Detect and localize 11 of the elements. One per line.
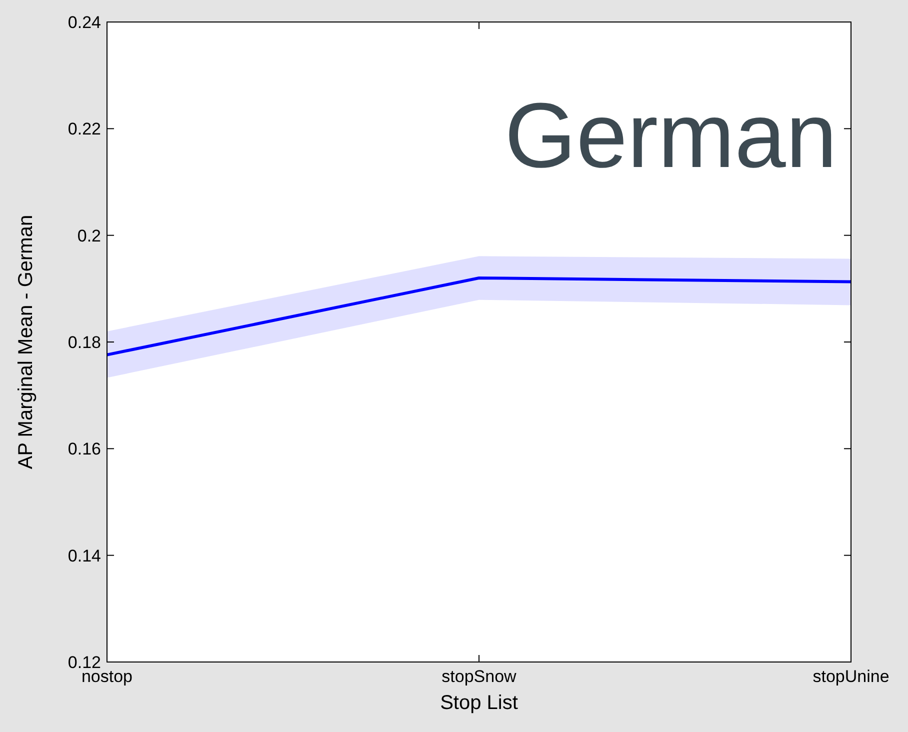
x-tick-label: stopSnow [442,667,518,686]
y-tick-label: 0.2 [77,226,101,246]
y-tick-label: 0.22 [68,120,101,139]
annotation: German [504,85,837,187]
y-tick-label: 0.14 [68,546,101,566]
x-axis-title: Stop List [440,692,518,714]
y-tick-label: 0.16 [68,440,101,459]
y-tick-label: 0.18 [68,332,101,352]
x-tick-label: stopUnine [812,667,890,686]
y-axis-title: AP Marginal Mean - German [15,214,37,470]
y-tick-label: 0.24 [68,12,101,32]
